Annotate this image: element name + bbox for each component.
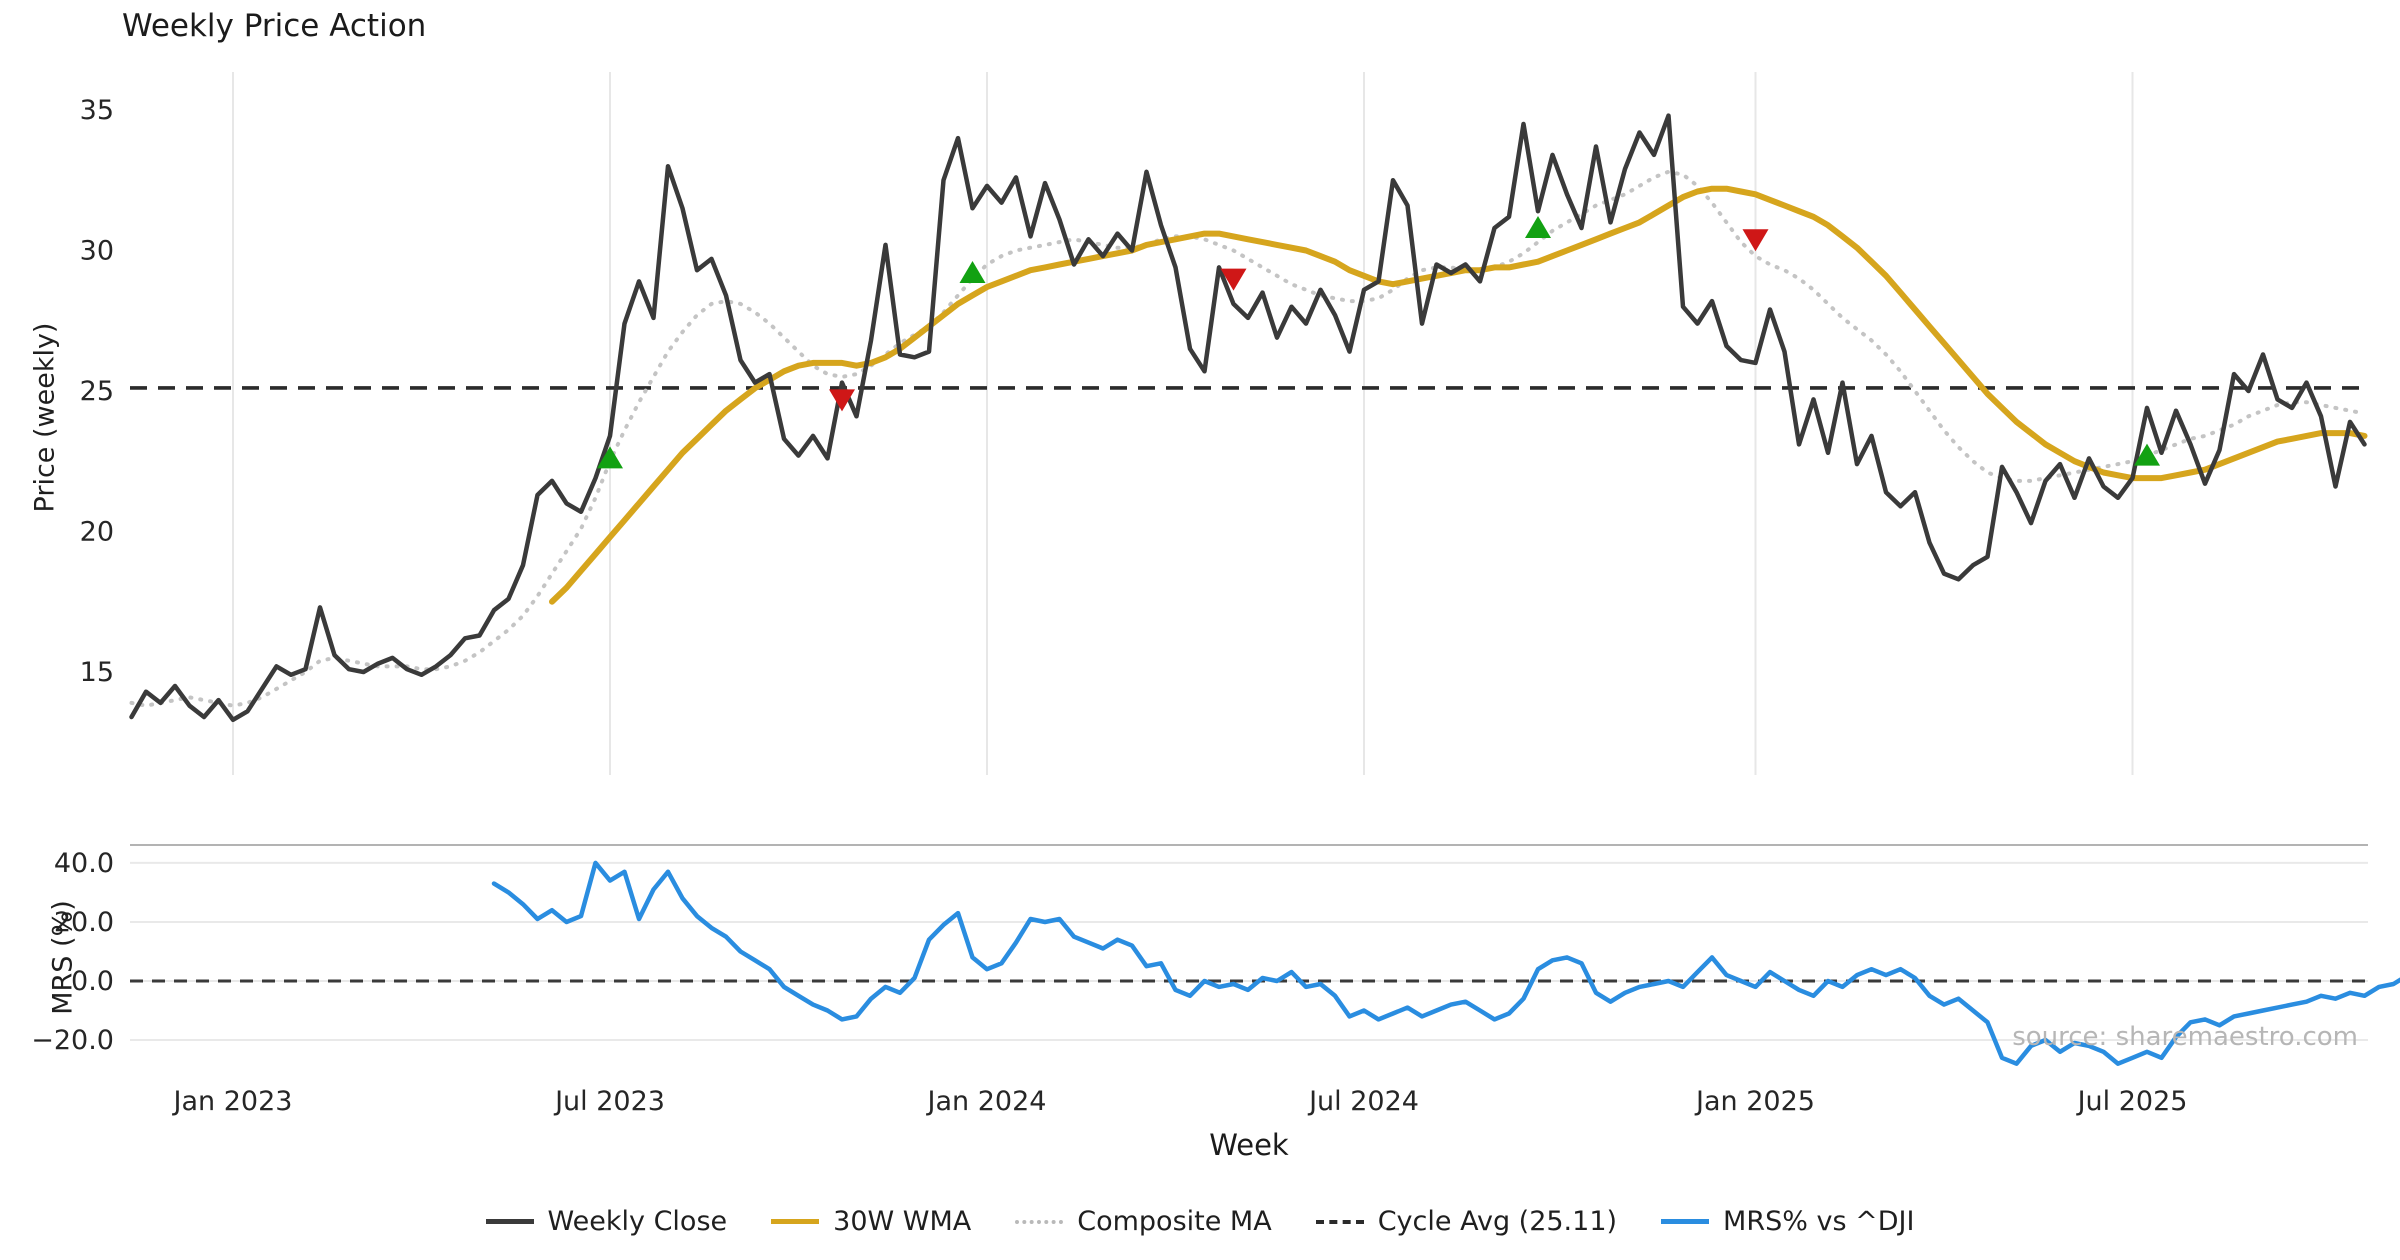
svg-text:Jul 2025: Jul 2025 <box>2076 1086 2188 1117</box>
legend-item-composite-ma: Composite MA <box>1015 1206 1272 1237</box>
legend-item-30w-wma: 30W WMA <box>771 1206 971 1237</box>
svg-text:15: 15 <box>80 657 114 688</box>
source-watermark: source: sharemaestro.com <box>2012 1022 2358 1052</box>
x-axis-label: Week <box>1209 1128 1289 1162</box>
legend-label-30w-wma: 30W WMA <box>833 1206 972 1237</box>
signal-markers <box>597 216 2160 469</box>
sell-signal-marker <box>1742 229 1769 252</box>
gridlines <box>130 72 2368 1042</box>
legend-label-weekly-close: Weekly Close <box>547 1206 728 1237</box>
price-axis-label: Price (weekly) <box>29 322 61 513</box>
legend-swatch-cycle-avg <box>1315 1219 1364 1224</box>
mrs-axis-label: MRS (%) <box>47 900 79 1015</box>
series-30w-wma <box>549 185 2368 605</box>
sell-signal-marker <box>1220 268 1247 291</box>
svg-text:Jan 2023: Jan 2023 <box>172 1086 293 1117</box>
sell-signal-marker <box>829 389 855 412</box>
svg-text:0.0: 0.0 <box>71 966 114 997</box>
legend-item-mrs: MRS% vs ^DJI <box>1661 1206 1914 1237</box>
svg-text:−20.0: −20.0 <box>31 1025 114 1056</box>
buy-signal-marker <box>959 260 986 283</box>
buy-signal-marker <box>2134 443 2160 466</box>
svg-text:Jan 2025: Jan 2025 <box>1694 1086 1815 1117</box>
buy-signal-marker <box>1525 216 1551 239</box>
svg-text:40.0: 40.0 <box>54 848 114 879</box>
legend-swatch-mrs <box>1661 1219 1710 1224</box>
svg-text:Jan 2024: Jan 2024 <box>926 1086 1047 1117</box>
svg-text:20.0: 20.0 <box>54 907 114 938</box>
svg-text:20: 20 <box>80 516 114 547</box>
series-weekly-close <box>129 113 2367 723</box>
svg-text:35: 35 <box>80 95 114 126</box>
chart-legend: Weekly Close 30W WMA Composite MA Cycle … <box>0 1206 2400 1237</box>
legend-label-composite-ma: Composite MA <box>1077 1206 1272 1237</box>
svg-text:25: 25 <box>80 376 114 407</box>
legend-swatch-composite-ma <box>1015 1219 1064 1224</box>
chart-title: Weekly Price Action <box>122 8 427 44</box>
tick-labels: Jan 2023 Jul 2023 Jan 2024 Jul 2024 Jan 2025… <box>31 95 2187 1117</box>
svg-text:Jul 2023: Jul 2023 <box>553 1086 665 1117</box>
svg-text:30: 30 <box>80 235 114 266</box>
legend-label-mrs: MRS% vs ^DJI <box>1723 1206 1915 1237</box>
series-composite-ma <box>129 169 2367 708</box>
reference-lines <box>130 386 2368 983</box>
legend-swatch-30w-wma <box>771 1219 820 1224</box>
svg-text:Jul 2024: Jul 2024 <box>1307 1086 1419 1117</box>
buy-signal-marker <box>597 446 623 469</box>
legend-item-weekly-close: Weekly Close <box>485 1206 728 1237</box>
legend-label-cycle-avg: Cycle Avg (25.11) <box>1377 1206 1618 1237</box>
series-mrs-vs-dji <box>491 860 2400 1066</box>
legend-item-cycle-avg: Cycle Avg (25.11) <box>1315 1206 1618 1237</box>
legend-swatch-weekly-close <box>485 1219 534 1224</box>
